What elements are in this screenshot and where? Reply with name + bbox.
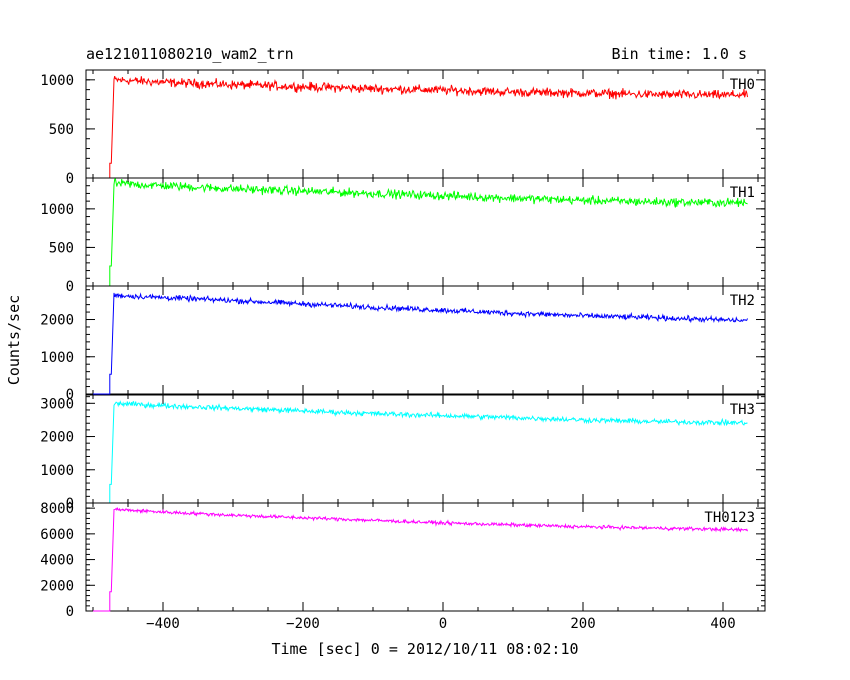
y-tick-label: 2000: [40, 430, 74, 446]
y-axis-label: Counts/sec: [5, 295, 23, 385]
panel-frame: [85, 69, 766, 179]
panel-label: TH2: [730, 293, 755, 309]
y-tick-label: 2000: [40, 313, 74, 329]
x-axis-ticks: −400 −200 0 200 400: [146, 616, 736, 632]
y-tick-label: 1000: [40, 350, 74, 366]
x-axis-label: Time [sec] 0 = 2012/10/11 08:02:10: [271, 640, 578, 658]
y-tick-label: 3000: [40, 396, 74, 412]
y-tick-label: 8000: [40, 501, 74, 517]
chart-title: ae121011080210_wam2_trn: [86, 45, 294, 63]
panel-label: TH1: [730, 185, 755, 201]
series-line-th1: [93, 178, 748, 287]
panel-th1: 0 500 1000 TH1: [40, 177, 766, 295]
panel-th3: 0 1000 2000 3000 TH3: [40, 394, 766, 512]
x-tick-label: 200: [570, 616, 595, 632]
panel-frame: [85, 502, 766, 612]
panel-frame: [85, 394, 766, 504]
panel-label: TH0123: [704, 510, 755, 526]
y-tick-label: 500: [49, 240, 74, 256]
panel-th2: 0 1000 2000 TH2: [40, 285, 766, 403]
y-tick-label: 1000: [40, 463, 74, 479]
series-line-th0123: [93, 507, 748, 612]
y-tick-label: 0: [66, 279, 74, 295]
series-line-th0: [93, 75, 748, 179]
y-tick-label: 500: [49, 122, 74, 138]
series-line-th3: [93, 400, 748, 504]
y-tick-label: 0: [66, 171, 74, 187]
y-tick-label: 6000: [40, 527, 74, 543]
panel-th0: 0 500 1000 TH0: [40, 69, 766, 187]
y-tick-label: 2000: [40, 578, 74, 594]
y-tick-label: 0: [66, 496, 74, 512]
bin-time-label: Bin time: 1.0 s: [612, 45, 747, 63]
panel-stack: 0 500 1000 TH0 0 500 1000 TH1 0 1000 2000 TH2 0 1000 2…: [40, 69, 766, 620]
panel-label: TH0: [730, 77, 755, 93]
y-tick-label: 1000: [40, 73, 74, 89]
x-tick-label: 0: [439, 616, 447, 632]
y-tick-label: 1000: [40, 202, 74, 218]
x-tick-label: 400: [710, 616, 735, 632]
x-tick-label: −200: [286, 616, 320, 632]
series-line-th2: [93, 292, 748, 395]
panel-label: TH3: [730, 402, 755, 418]
y-tick-label: 0: [66, 604, 74, 620]
panel-frame: [85, 285, 766, 395]
y-tick-label: 0: [66, 387, 74, 403]
panel-th0123: 0 2000 4000 6000 8000 TH0123: [40, 501, 766, 620]
x-tick-label: −400: [146, 616, 180, 632]
y-tick-label: 4000: [40, 553, 74, 569]
